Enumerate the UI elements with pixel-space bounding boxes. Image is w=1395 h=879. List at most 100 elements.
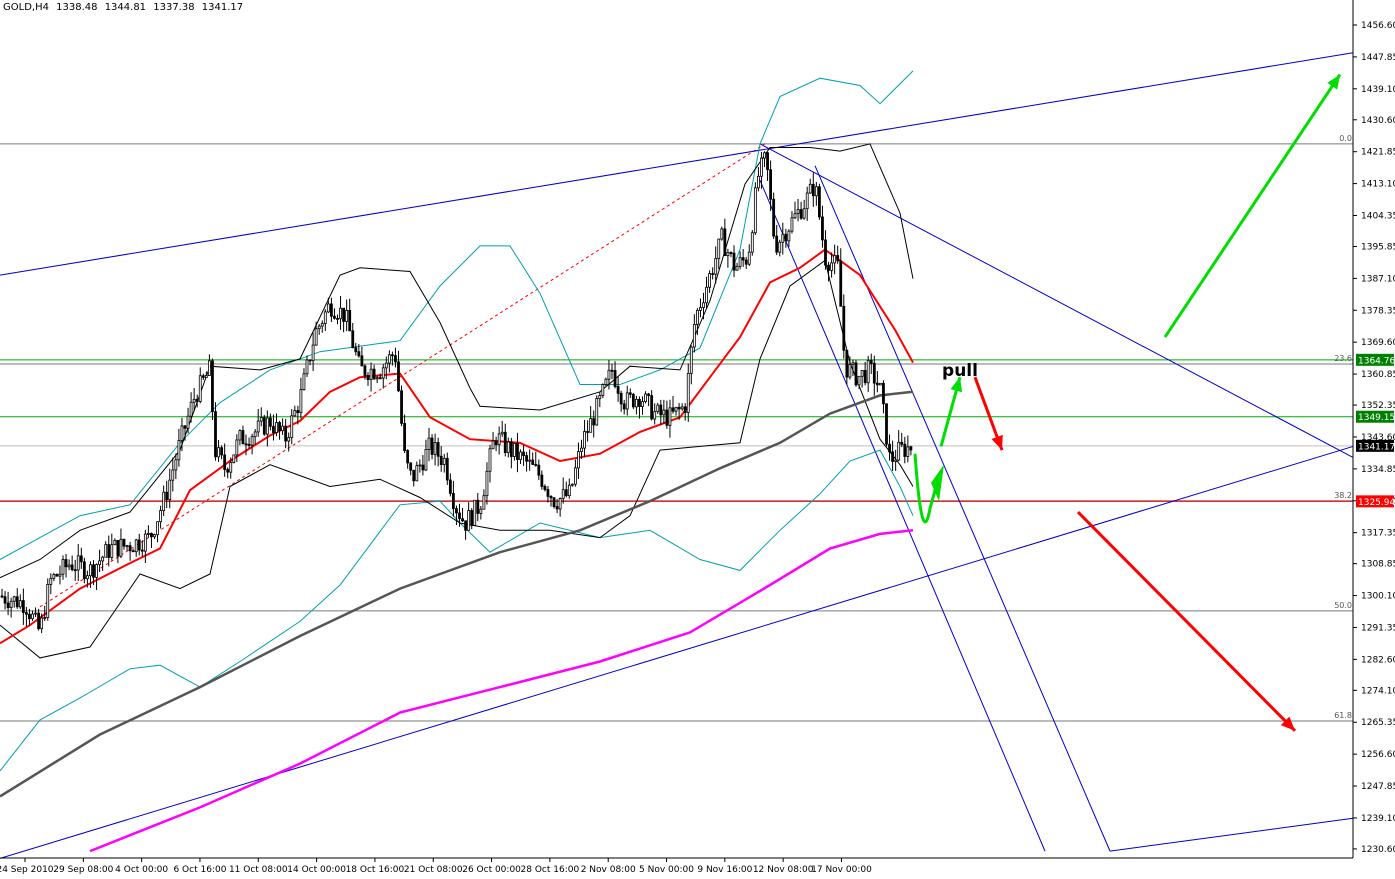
x-tick-label: 5 Nov 00:00 [639, 865, 694, 875]
high-value: 1344.81 [104, 2, 147, 13]
fib-label: 50.0 [1334, 601, 1352, 610]
y-tick-label: 1343.60 [1361, 433, 1395, 443]
candle-body [418, 464, 422, 467]
candle-body [320, 323, 324, 327]
candle-body [638, 398, 641, 407]
candle-body [668, 407, 672, 426]
candle-body [174, 459, 178, 471]
candle-body [275, 422, 278, 433]
candle-body [357, 351, 361, 357]
candle-body [750, 232, 754, 253]
candle-body [708, 273, 711, 288]
candle-body [372, 368, 376, 380]
candle-body [31, 613, 34, 620]
price-level-label: 1349.15 [1358, 413, 1395, 423]
candle-body [244, 443, 248, 446]
candle-body [644, 393, 647, 402]
candle-body [619, 392, 623, 405]
bounce-arrow-head [931, 464, 944, 502]
candle-body [220, 447, 224, 456]
candle-body [863, 369, 867, 384]
candle-body [589, 418, 593, 433]
candle-body [153, 534, 156, 538]
close-value: 1341.17 [201, 2, 244, 13]
candle-body [46, 584, 50, 618]
candle-body [302, 373, 306, 390]
candle-body [540, 474, 544, 487]
candle-body [680, 406, 684, 410]
candle-body [683, 406, 687, 413]
candle-body [781, 233, 785, 243]
fib-label: 61.8 [1334, 711, 1352, 720]
horizontal-levels-layer [0, 359, 1353, 502]
symbol-label: GOLD,H4 [3, 2, 49, 13]
candle-body [753, 187, 757, 234]
candle-body [494, 440, 498, 446]
candle-body [262, 417, 266, 435]
candle-body [12, 596, 16, 602]
candle-body [564, 489, 568, 497]
channel-line [0, 52, 1354, 276]
y-tick-label: 1352.35 [1361, 401, 1395, 411]
candle-body [784, 233, 788, 242]
candle-body [168, 479, 172, 500]
candle-body [714, 258, 718, 275]
candle-body [802, 208, 806, 219]
arrows-layer [913, 73, 1342, 732]
y-tick-label: 1230.60 [1361, 845, 1395, 855]
candle-body [577, 451, 580, 469]
y-tick-label: 1265.35 [1361, 718, 1395, 728]
candle-body [872, 362, 876, 384]
candle-body [21, 600, 25, 613]
candle-body [909, 446, 913, 451]
candle-body [860, 369, 864, 377]
candle-body [400, 390, 403, 424]
candle-body [650, 395, 654, 420]
candle-body [421, 464, 425, 471]
candle-body [726, 252, 730, 257]
candle-body [189, 401, 193, 417]
candle-body [732, 252, 736, 271]
chart-header: GOLD,H4 1338.48 1344.81 1337.38 1341.17 [3, 2, 247, 13]
candle-body [79, 555, 83, 563]
candle-body [171, 469, 175, 481]
candle-body [430, 437, 434, 455]
candle-body [107, 544, 111, 558]
candle-body [500, 431, 504, 435]
candle-body [366, 375, 370, 380]
y-tick-label: 1300.10 [1361, 592, 1395, 602]
moving-average-red [0, 248, 914, 645]
candle-body [394, 355, 397, 363]
y-tick-label: 1395.85 [1361, 242, 1395, 252]
candle-body [543, 486, 547, 490]
candle-body [329, 303, 333, 317]
candle-body [61, 559, 65, 575]
candle-body [891, 451, 894, 462]
candle-body [830, 262, 833, 271]
candle-body [345, 309, 349, 322]
candle-body [525, 455, 528, 462]
low-value: 1337.38 [153, 2, 195, 13]
candle-body [409, 462, 413, 471]
y-tick-label: 1360.85 [1361, 370, 1395, 380]
y-tick-label: 1387.10 [1361, 274, 1395, 284]
candle-body [226, 469, 230, 473]
x-tick-label: 9 Nov 16:00 [697, 865, 752, 875]
candle-body [738, 257, 742, 267]
candle-body [528, 459, 532, 462]
candle-body [522, 451, 525, 456]
candle-body [287, 437, 291, 442]
candle-body [436, 442, 440, 457]
candle-body [616, 386, 620, 394]
candle-body [583, 431, 586, 449]
candle-body [851, 362, 855, 365]
candle-body [442, 457, 446, 465]
candle-body [348, 309, 352, 332]
candle-body [607, 369, 611, 380]
candle-body [34, 612, 37, 615]
candle-body [293, 410, 297, 417]
candle-body [720, 228, 724, 240]
candle-body [403, 422, 407, 451]
y-tick-label: 1274.10 [1361, 686, 1395, 696]
